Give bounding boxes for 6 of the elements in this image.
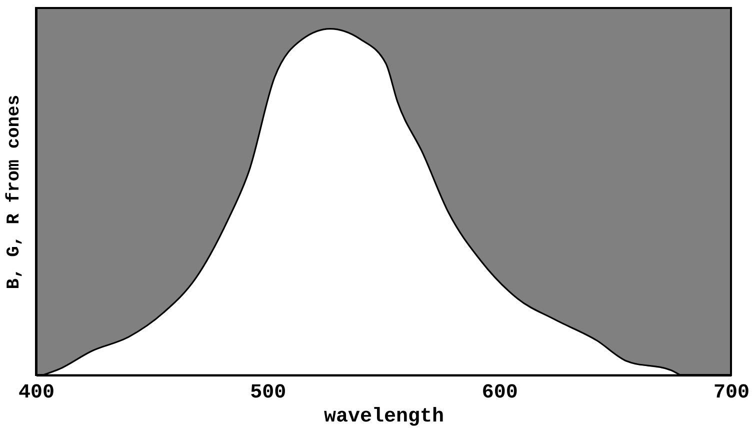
x-tick-label: 500 — [250, 382, 286, 404]
x-tick-label: 700 — [713, 382, 750, 404]
x-tick-label: 400 — [18, 382, 55, 404]
x-axis-title: wavelength — [324, 406, 444, 428]
y-axis-title: B, G, R from cones — [4, 94, 24, 290]
x-tick-label: 600 — [482, 382, 518, 404]
